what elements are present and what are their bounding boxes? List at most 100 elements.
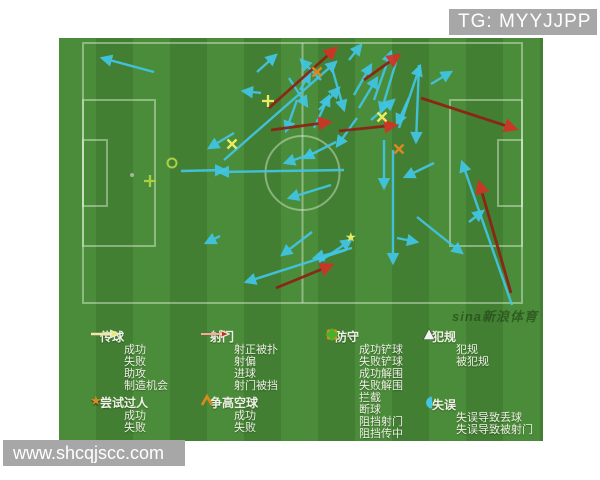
legend-item-label: 制造机会 [124,380,168,392]
legend-item: ★ 成功 [90,394,148,422]
event-marker-dot [130,173,134,177]
pass-arrow [372,49,394,101]
event-markers: ★ [130,66,405,245]
legend-item-label: 阻挡射门 [359,416,403,428]
legend-group: 失误 失误导致丢球 失误导致被射门 [422,396,533,436]
site-watermark: www.shcqjscc.com [3,440,185,466]
legend-item-label: 射偏 [234,356,256,368]
legend-group: 尝试过人 ★ 成功 ★ 失败 [90,394,148,434]
event-marker-star: ★ [345,230,357,245]
legend-item: 助攻 [90,329,168,380]
pass-arrows-cyan [99,43,514,306]
pass-arrow [468,209,485,223]
legend-item-label: 失误导致被射门 [456,424,533,436]
legend-item-label: 失误导致丢球 [456,412,522,424]
legend-item: 阻挡射门 [325,329,403,428]
legend-item: 失误导致丢球 [422,396,533,424]
legend-item-label: 拦截 [359,392,381,404]
pass-arrow [348,43,363,61]
pass-arrow [335,117,358,148]
pass-arrow [275,262,335,290]
legend-header: 失误 [432,398,457,412]
pass-arrow [270,116,333,132]
svg-text:★: ★ [90,394,102,407]
legend-item-label: 失败铲球 [359,356,403,368]
pass-arrow [318,86,341,111]
pass-arrow [286,183,332,201]
pass-arrow [395,97,411,127]
legend-group: 射门射正被扑射偏进球射门被挡 [200,328,278,392]
legend-item: 成功解围 [325,329,403,380]
legend-item-label: 成功 [124,344,146,356]
legend-item-label: 成功 [234,410,256,422]
legend-item: 射偏 [200,329,278,368]
legend-item: 失败解围 [325,329,403,392]
pitch: ★ sina新浪体育 传球成功失败助攻制造机会射门射正被扑射偏进球射门被挡防守成… [59,38,543,441]
pass-arrow [338,118,399,134]
event-marker-x [376,111,388,123]
pass-arrow [283,99,299,134]
pass-arrow [396,233,420,247]
pass-arrow [416,216,464,255]
pass-arrow [180,163,228,177]
event-marker-x [226,138,238,150]
pass-arrow [268,46,339,110]
legend-item-label: 阻挡传中 [359,428,403,440]
legend-item-label: 被犯规 [456,356,489,368]
legend-group: 犯规 犯规 被犯规 [422,328,489,368]
pass-arrow [203,232,221,245]
pass-arrow [280,231,313,257]
pass-arrow [363,53,402,82]
legend-item: 失误导致被射门 [422,396,533,436]
event-marker-plus [262,95,274,107]
pass-arrow [223,60,338,161]
pass-arrow [287,77,309,109]
pass-arrow [256,53,278,73]
legend-item-label: 射门被挡 [234,380,278,392]
legend-header: 争高空球 [210,396,259,410]
legend-item-label: 成功解围 [359,368,403,380]
legend-item-label: 失败 [124,422,146,434]
legend-item: 成功 [200,394,258,422]
pass-arrow [459,159,514,306]
event-marker-x [311,66,323,78]
pass-arrow [318,238,353,263]
legend-item: ★ 失败 [90,394,148,434]
pass-arrow [410,64,423,145]
pass-arrow [298,70,312,91]
tg-watermark: TG: MYYJJPP [449,9,597,35]
legend-item: 失败 [90,329,168,368]
legend-item-label: 断球 [359,404,381,416]
pass-arrow [377,61,398,115]
legend-item: 进球 [200,329,278,380]
svg-text:★: ★ [345,230,357,245]
pass-arrows-red [268,46,519,294]
legend-item-label: 成功 [124,410,146,422]
legend-item: 失败铲球 [325,329,403,368]
pass-arrow [430,70,454,86]
legend-item-label: 进球 [234,368,256,380]
legend-item-label: 犯规 [456,344,478,356]
legend-header: 尝试过人 [100,396,149,410]
legend-header: 防守 [335,330,360,344]
legend-item: 断球 [325,328,403,416]
event-marker-ring [166,157,178,169]
legend-item: 制造机会 [90,329,168,392]
legend-item-label: 失败 [234,422,256,434]
pass-arrow [99,54,155,74]
legend-item-label: 失败 [124,356,146,368]
legend-group: 传球成功失败助攻制造机会 [90,328,168,392]
pass-arrow [240,85,262,99]
pass-arrow [301,140,337,160]
pass-arrow [402,161,435,179]
legend-item: 成功 [90,329,168,356]
svg-text:★: ★ [90,394,102,407]
legend-item-label: 助攻 [124,368,146,380]
legend-item: 成功铲球 [325,329,403,356]
pass-arrow [216,165,345,179]
legend-item: 射门被挡 [200,329,278,392]
legend-item-label: 射正被扑 [234,344,278,356]
pass-arrow [475,179,513,294]
legend-group: 争高空球 成功 失败 [200,394,258,434]
pitch-markings [82,42,523,304]
